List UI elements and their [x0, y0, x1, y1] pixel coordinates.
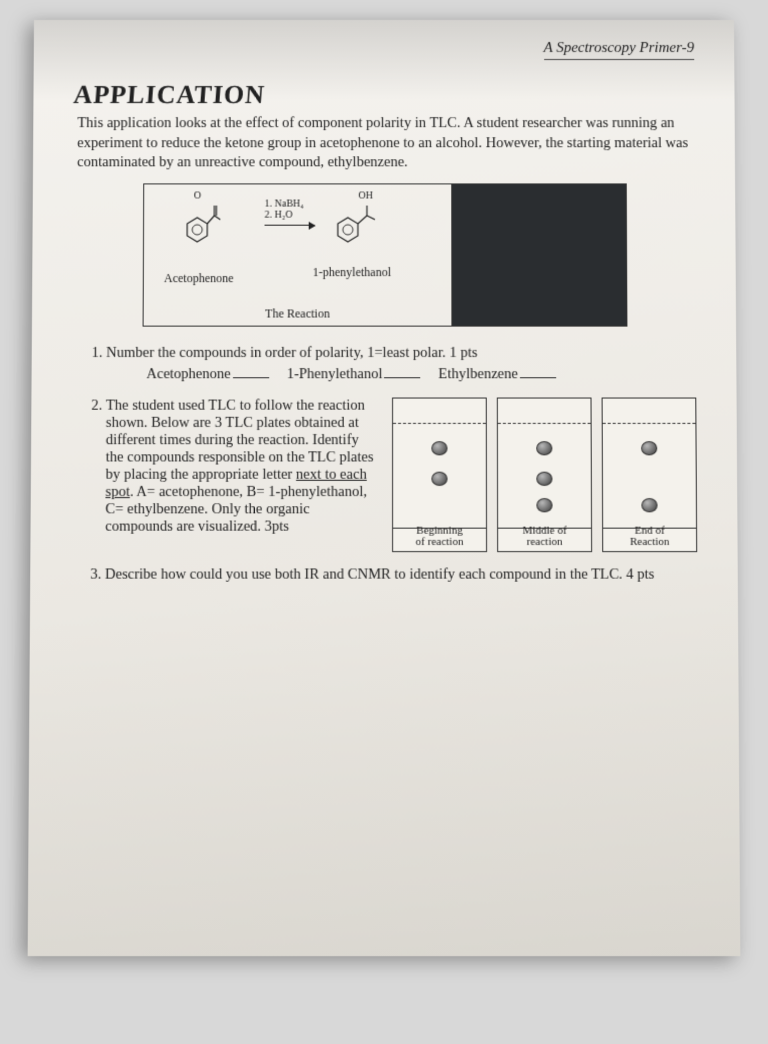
question-list: Number the compounds in order of polarit… — [81, 345, 698, 584]
spot — [431, 471, 447, 485]
tlc-plate-row: Beginning of reaction Middle of reaction — [392, 397, 697, 552]
ketone-o-label: O — [174, 190, 220, 201]
phenylethanol-structure: OH — [325, 190, 375, 246]
question-2: The student used TLC to follow the react… — [105, 397, 697, 552]
running-header: A Spectroscopy Primer-9 — [544, 40, 695, 60]
plate-label-line1: Middle of — [522, 524, 566, 536]
blank-a[interactable] — [233, 377, 269, 378]
acetophenone-svg — [174, 201, 220, 243]
q2-text: The student used TLC to follow the react… — [105, 397, 378, 535]
tlc-plate-3: End of Reaction — [602, 397, 698, 552]
section-title: APPLICATION — [72, 80, 695, 110]
acetophenone-structure: O — [174, 190, 220, 246]
question-1: Number the compounds in order of polarit… — [106, 345, 696, 383]
spot — [536, 471, 552, 485]
plate-label-line2: reaction — [527, 536, 563, 548]
sm-label: Acetophenone — [164, 271, 234, 286]
solvent-front — [498, 423, 591, 424]
solvent-front — [393, 423, 486, 424]
blank-c[interactable] — [520, 377, 556, 378]
reagent-1: 1. NaBH₄ — [265, 198, 304, 209]
q2-text-part2: . A= acetophenone, B= 1-phenylethanol, C… — [105, 484, 367, 535]
plate-label-line1: End of — [635, 524, 665, 536]
reagent-2: 2. H₂O — [265, 209, 304, 220]
plate-3-label: End of Reaction — [603, 525, 696, 549]
reaction-caption: The Reaction — [144, 306, 452, 321]
q3-text: Describe how could you use both IR and C… — [105, 566, 654, 582]
plate-label-line2: Reaction — [630, 536, 670, 548]
oh-label: OH — [325, 190, 375, 201]
q1-compound-c: Ethylbenzene — [438, 366, 517, 382]
tlc-plate-1: Beginning of reaction — [392, 397, 487, 552]
question-3: Describe how could you use both IR and C… — [105, 566, 697, 583]
q1-compound-a: Acetophenone — [146, 366, 230, 382]
prod-label: 1-phenylethanol — [313, 265, 391, 280]
plate-label-line1: Beginning — [416, 524, 462, 536]
plate-label-line2: of reaction — [416, 536, 464, 548]
reaction-panel: O 1. NaBH₄ 2. H₂O OH — [144, 184, 453, 325]
dark-panel — [452, 184, 626, 325]
spot — [641, 441, 657, 455]
spot — [431, 441, 447, 455]
q1-compound-b: 1-Phenylethanol — [287, 366, 383, 382]
q1-blanks-row: Acetophenone 1-Phenylethanol Ethylbenzen… — [146, 366, 696, 383]
intro-text: This application looks at the effect of … — [77, 115, 688, 170]
intro-paragraph: This application looks at the effect of … — [77, 114, 695, 173]
worksheet-page: A Spectroscopy Primer-9 APPLICATION This… — [28, 20, 741, 956]
solvent-front — [603, 423, 696, 424]
plate-1-label: Beginning of reaction — [393, 525, 486, 549]
blank-b[interactable] — [384, 377, 420, 378]
spot — [536, 498, 552, 512]
spot — [536, 441, 552, 455]
reagent-list: 1. NaBH₄ 2. H₂O — [265, 198, 304, 220]
reaction-figure: O 1. NaBH₄ 2. H₂O OH — [143, 183, 628, 326]
plate-2-label: Middle of reaction — [498, 525, 591, 549]
q1-prompt: Number the compounds in order of polarit… — [106, 345, 477, 361]
tlc-plate-2: Middle of reaction — [497, 397, 592, 552]
reaction-arrow — [265, 224, 315, 225]
spot — [641, 498, 657, 512]
phenylethanol-svg — [325, 201, 375, 243]
